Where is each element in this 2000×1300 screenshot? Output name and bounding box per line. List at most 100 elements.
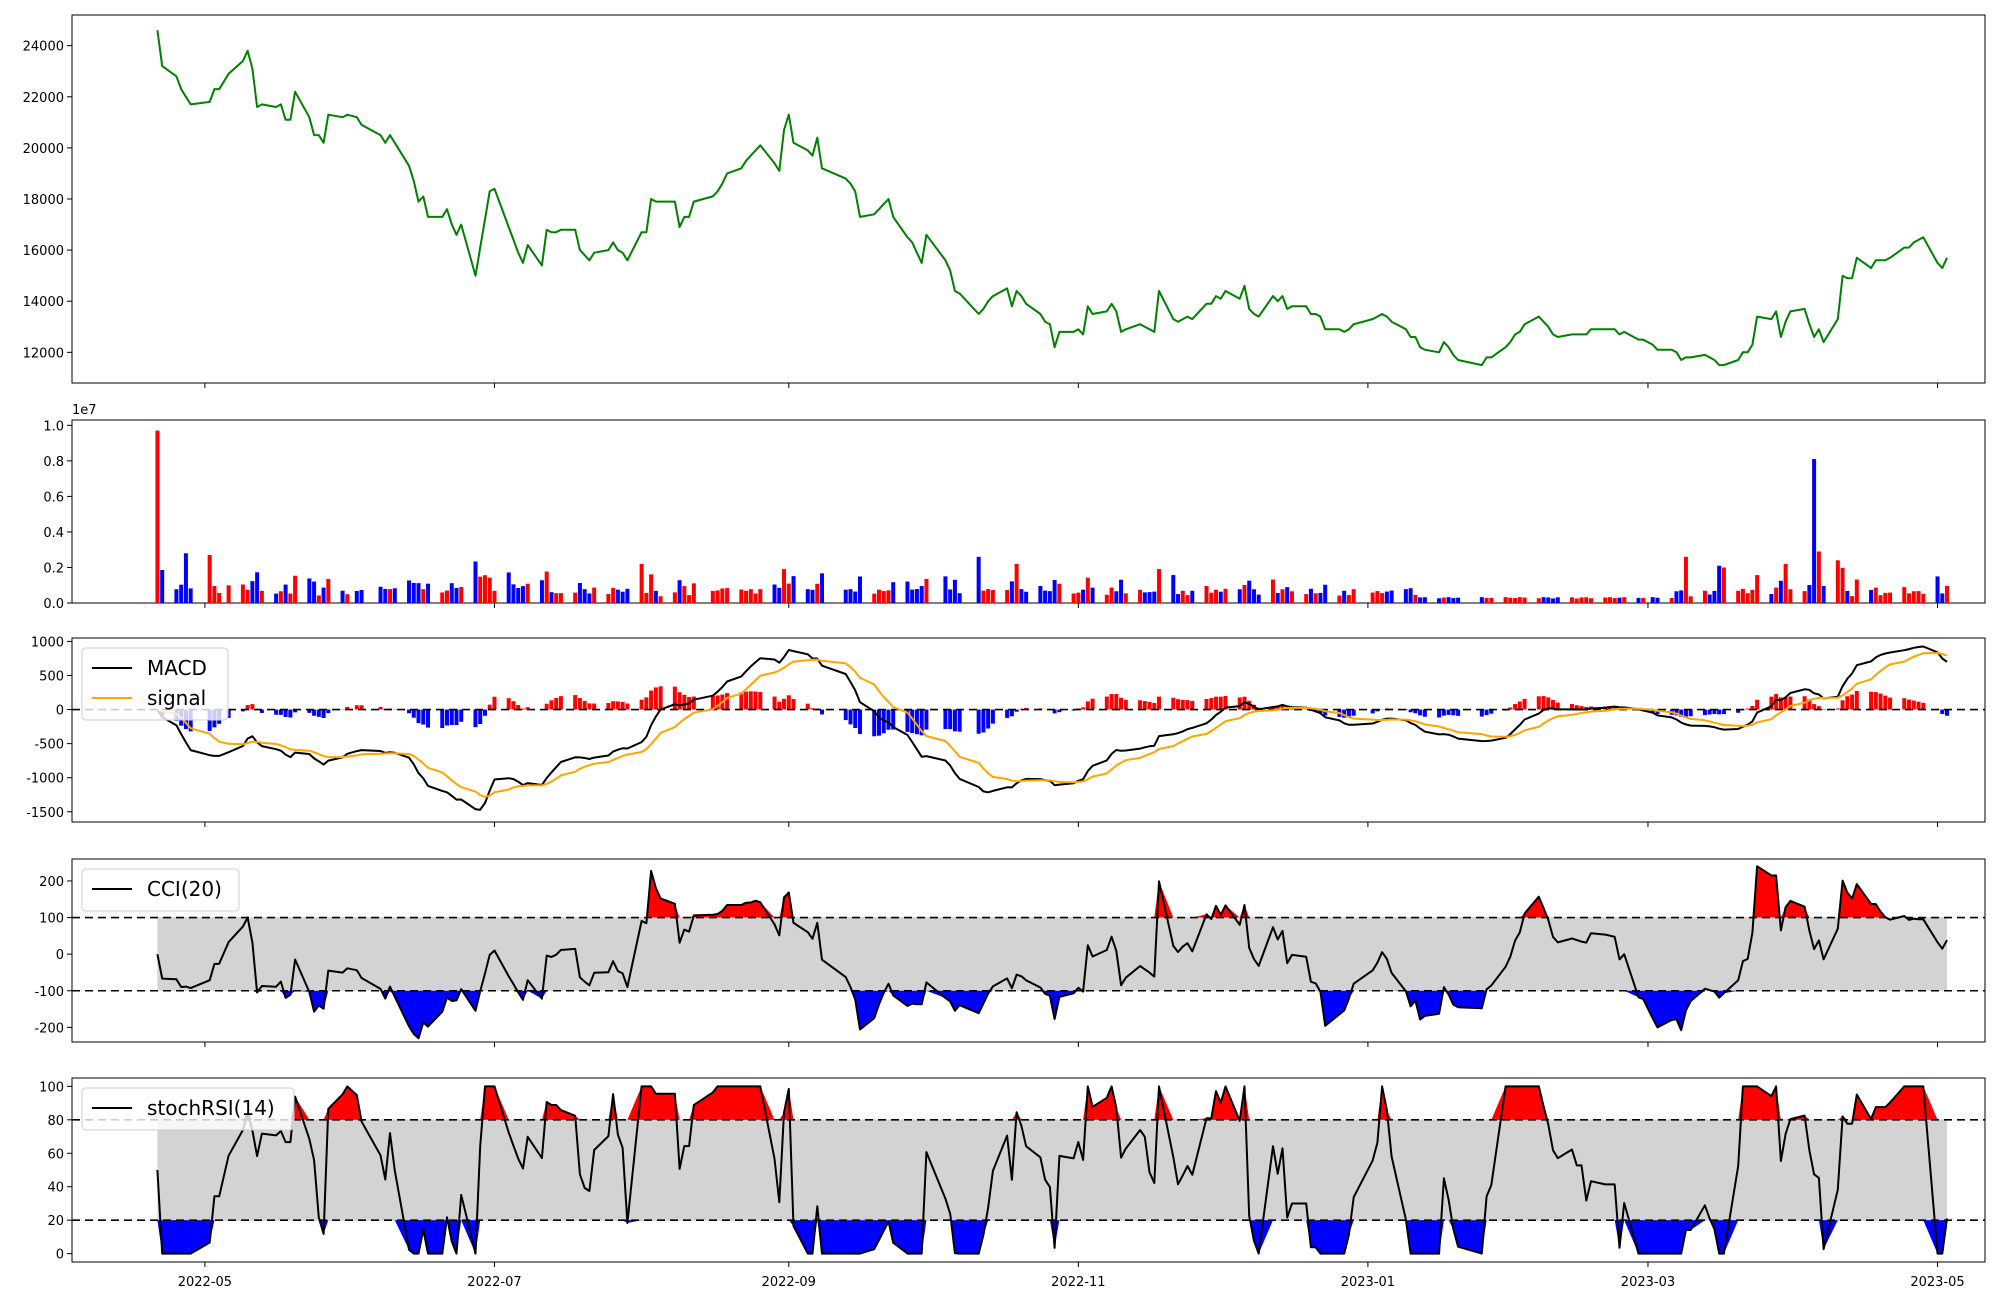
- macd-histogram-bar: [1375, 709, 1380, 712]
- macd-histogram-bar: [758, 692, 763, 710]
- volume-bar: [516, 588, 521, 603]
- macd-histogram-bar: [250, 704, 255, 710]
- volume-bar: [1337, 595, 1342, 603]
- macd-histogram-bar: [1873, 692, 1878, 710]
- macd-histogram-bar: [1456, 709, 1461, 716]
- macd-histogram-bar: [876, 709, 881, 736]
- volume-bar: [1185, 595, 1190, 603]
- volume-bar: [307, 578, 312, 603]
- macd-histogram-bar: [677, 692, 682, 710]
- volume-bar: [1005, 590, 1010, 603]
- macd-histogram-bar: [952, 709, 957, 732]
- volume-bar: [744, 590, 749, 603]
- macd-histogram-bar: [1650, 709, 1655, 713]
- volume-bar: [492, 590, 497, 603]
- volume-bar: [1617, 597, 1622, 603]
- volume-bar: [1342, 590, 1347, 603]
- macd-histogram-bar: [1750, 706, 1755, 710]
- volume-bar: [1669, 598, 1674, 603]
- macd-histogram-bar: [857, 709, 862, 734]
- x-tick-label: 2023-01: [1341, 1275, 1395, 1290]
- macd-histogram-bar: [577, 698, 582, 710]
- macd-histogram-bar: [1057, 709, 1062, 713]
- volume-bar: [1313, 593, 1318, 603]
- volume-bar: [710, 590, 715, 603]
- macd-histogram-bar: [1517, 701, 1522, 710]
- volume-bar: [1807, 584, 1812, 603]
- macd-histogram-bar: [1052, 709, 1057, 714]
- volume-bar: [715, 590, 720, 603]
- volume-bar: [440, 592, 445, 603]
- volume-bar: [620, 591, 625, 603]
- volume-bar: [326, 579, 331, 603]
- volume-bar: [990, 589, 995, 603]
- volume-bar: [1052, 579, 1057, 603]
- volume-bar: [1945, 585, 1950, 603]
- volume-bar: [573, 592, 578, 603]
- price-y-tick-label: 14000: [23, 295, 64, 310]
- macd-histogram-bar: [1104, 696, 1109, 710]
- macd-histogram-bar: [1180, 699, 1185, 710]
- macd-y-tick-label: -1500: [26, 806, 64, 821]
- volume-bar: [1038, 586, 1043, 603]
- macd-histogram-bar: [1907, 699, 1912, 710]
- price-y-tick-label: 18000: [23, 193, 64, 208]
- price-y-tick-label: 20000: [23, 142, 64, 157]
- macd-histogram-bar: [777, 701, 782, 710]
- volume-bar: [1774, 587, 1779, 603]
- volume-bar: [1546, 597, 1551, 603]
- volume-bar: [1280, 589, 1285, 603]
- volume-bar: [1888, 592, 1893, 603]
- volume-bar: [459, 587, 464, 603]
- macd-histogram-bar: [943, 709, 948, 730]
- macd-histogram-bar: [506, 698, 511, 710]
- volume-bar: [1489, 597, 1494, 603]
- macd-histogram-bar: [1190, 700, 1195, 710]
- volume-bar: [1190, 590, 1195, 603]
- volume-bar: [725, 588, 730, 603]
- macd-histogram-bar: [1204, 698, 1209, 710]
- volume-bar: [544, 571, 549, 603]
- macd-histogram-bar: [1152, 703, 1157, 710]
- volume-bar: [691, 583, 696, 603]
- volume-bar: [1123, 593, 1128, 603]
- volume-bar: [1641, 597, 1646, 603]
- macd-histogram-bar: [1014, 709, 1019, 712]
- macd-histogram-bar: [1551, 700, 1556, 710]
- x-tick-label: 2022-05: [178, 1275, 232, 1290]
- macd-histogram-bar: [307, 709, 312, 713]
- cci-y-tick-label: 0: [56, 948, 64, 963]
- volume-bar: [1441, 597, 1446, 603]
- volume-bar: [1214, 589, 1219, 603]
- volume-bar: [1551, 598, 1556, 603]
- macd-histogram-bar: [1289, 708, 1294, 710]
- volume-bar: [1522, 597, 1527, 603]
- volume-bar: [1745, 593, 1750, 603]
- volume-bar: [1346, 595, 1351, 603]
- volume-bar: [188, 588, 193, 603]
- volume-bar: [1802, 591, 1807, 603]
- macd-histogram-bar: [1413, 709, 1418, 714]
- volume-bar: [1418, 597, 1423, 603]
- volume-bar: [810, 589, 815, 603]
- volume-bar: [1090, 587, 1095, 603]
- macd-histogram-bar: [1869, 691, 1874, 710]
- volume-bar: [914, 589, 919, 603]
- volume-bar: [1171, 575, 1176, 603]
- volume-bar: [1570, 597, 1575, 603]
- macd-histogram-bar: [1707, 709, 1712, 715]
- volume-bar: [739, 589, 744, 603]
- volume-bar: [1778, 580, 1783, 603]
- macd-histogram-bar: [611, 701, 616, 710]
- macd-histogram-bar: [1214, 696, 1219, 710]
- macd-histogram-bar: [421, 709, 426, 725]
- volume-bar: [1816, 551, 1821, 603]
- volume-bar: [1446, 597, 1451, 603]
- macd-histogram-bar: [378, 706, 383, 710]
- volume-bar: [1085, 577, 1090, 603]
- volume-bar: [1612, 598, 1617, 603]
- volume-bar: [682, 586, 687, 603]
- macd-histogram-bar: [924, 709, 929, 730]
- macd-histogram-bar: [1607, 706, 1612, 710]
- volume-bar: [943, 576, 948, 603]
